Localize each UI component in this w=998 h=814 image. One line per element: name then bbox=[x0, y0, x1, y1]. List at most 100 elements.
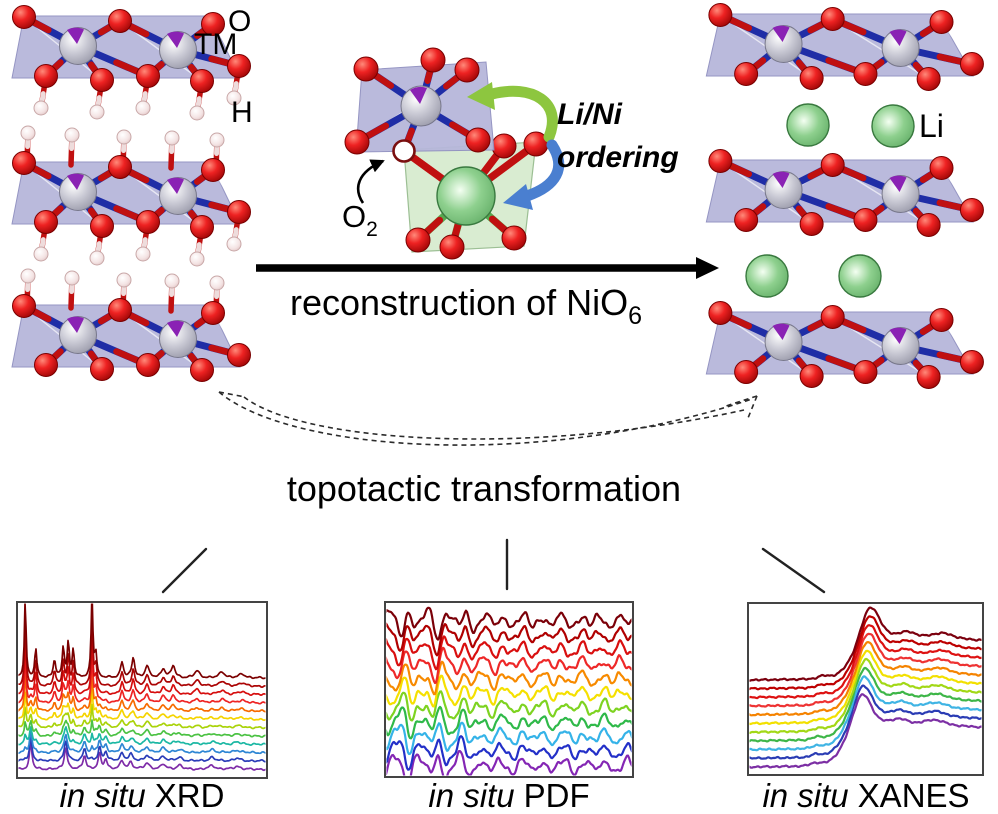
xrd-curve bbox=[18, 631, 266, 697]
oxygen-atom bbox=[108, 155, 132, 179]
tm-atom bbox=[59, 27, 97, 65]
oxygen-atom bbox=[734, 62, 759, 86]
annotations bbox=[161, 82, 826, 594]
oxygen-atom bbox=[820, 153, 845, 177]
oxygen-atom bbox=[929, 308, 954, 332]
xrd-curve bbox=[18, 725, 266, 746]
oxygen-atom bbox=[916, 365, 941, 389]
oxygen-atom bbox=[501, 225, 527, 251]
tm-wedge bbox=[889, 175, 907, 192]
xanes-curve bbox=[749, 606, 982, 682]
oxygen-atom bbox=[201, 301, 225, 325]
o2-arrow bbox=[357, 159, 385, 204]
lithium-layer bbox=[745, 103, 915, 298]
tm-wedge bbox=[67, 173, 84, 190]
oxygen-atom bbox=[454, 57, 480, 83]
oxygen-atom bbox=[108, 298, 132, 322]
oxygen-atom bbox=[108, 9, 132, 33]
xrd-curve bbox=[18, 668, 266, 713]
pdf-curve bbox=[386, 660, 632, 696]
tm-wedge bbox=[410, 86, 427, 104]
tm-octahedron bbox=[344, 47, 495, 155]
oxygen-atom bbox=[90, 357, 114, 381]
oxygen-atom bbox=[820, 305, 845, 329]
xanes-curve bbox=[749, 641, 982, 717]
xanes-connector-line bbox=[761, 547, 826, 594]
tm-wedge bbox=[167, 177, 184, 194]
pdf-curve bbox=[386, 735, 632, 771]
oxygen-atom bbox=[12, 5, 36, 29]
tm-atom bbox=[159, 31, 197, 69]
tm-atom bbox=[764, 25, 803, 63]
tm-atom-label: TM bbox=[194, 28, 237, 61]
hydrogen-atom bbox=[20, 125, 36, 141]
pdf-curve bbox=[386, 674, 632, 708]
green-arrowhead-icon bbox=[467, 82, 495, 110]
topotactic-arrow-tail bbox=[218, 391, 246, 398]
xrd-connector-line bbox=[161, 547, 208, 594]
xanes-curves bbox=[749, 606, 982, 769]
oxygen-atom bbox=[34, 64, 58, 88]
li-octahedron bbox=[400, 131, 549, 260]
oxygen-atom bbox=[799, 364, 824, 388]
pdf-curve bbox=[386, 635, 632, 671]
li-ni-swap-arrow-green bbox=[486, 85, 558, 143]
tm-atom bbox=[881, 327, 920, 365]
oxygen-atom bbox=[929, 156, 954, 180]
pdf-panel bbox=[384, 601, 634, 778]
oxygen-atom bbox=[90, 214, 114, 238]
xrd-curve bbox=[18, 611, 266, 689]
oxygen-atom bbox=[799, 66, 824, 90]
tm-wedge bbox=[889, 327, 907, 344]
pdf-panel-caption: in situ PDF bbox=[428, 777, 589, 814]
xrd-curves bbox=[18, 603, 266, 772]
tm-atom bbox=[764, 171, 803, 209]
hydrogen-atom bbox=[33, 100, 49, 116]
topotactic-arrowhead-icon bbox=[725, 395, 758, 419]
oxygen-atom bbox=[190, 69, 214, 93]
xanes-curve bbox=[749, 657, 982, 734]
tm-wedge bbox=[167, 31, 184, 48]
oxygen-atom bbox=[959, 350, 984, 374]
oxygen-atom bbox=[190, 215, 214, 239]
pdf-curve bbox=[386, 750, 632, 776]
pdf-curve bbox=[386, 646, 632, 685]
hydrogen-atom bbox=[209, 132, 225, 148]
oxygen-atom bbox=[90, 68, 114, 92]
octahedra-slab bbox=[705, 149, 984, 237]
reaction-arrow-label: reconstruction of NiO6 bbox=[290, 282, 642, 330]
oxygen-atom bbox=[708, 301, 733, 325]
released-oxygen-site bbox=[392, 139, 416, 163]
xrd-curve bbox=[18, 703, 266, 730]
oxygen-atom bbox=[708, 3, 733, 27]
xanes-curve bbox=[749, 615, 982, 691]
xanes-curve bbox=[749, 649, 982, 726]
topotactic-transformation-label: topotactic transformation bbox=[287, 468, 681, 509]
lithium-atom bbox=[786, 103, 830, 147]
hydrogen-atom bbox=[64, 127, 80, 143]
hydrogen-atom bbox=[226, 236, 242, 252]
hydrogen-atom bbox=[116, 272, 132, 288]
oxygen-atom bbox=[959, 198, 984, 222]
octahedra-slab bbox=[705, 301, 984, 389]
oxygen-atom bbox=[136, 353, 160, 377]
xrd-curve bbox=[18, 650, 266, 705]
oxygen-atom bbox=[916, 213, 941, 237]
oxygen-atom bbox=[734, 208, 759, 232]
li-ni-central-atom bbox=[436, 166, 496, 226]
hydrogen-atom bbox=[135, 100, 151, 116]
tm-atom bbox=[764, 323, 803, 361]
tm-wedge bbox=[772, 171, 790, 188]
figure-labels: O TM H Li O2 Li/Ni ordering reconstructi… bbox=[60, 5, 970, 814]
tm-atom bbox=[159, 177, 197, 215]
hydrogen-atom bbox=[189, 251, 205, 267]
pdf-curve bbox=[386, 622, 632, 657]
tm-wedge bbox=[772, 25, 790, 42]
lithium-atom bbox=[745, 254, 789, 298]
oxygen-atom bbox=[227, 343, 251, 367]
octahedra-slab bbox=[705, 3, 984, 91]
octahedra-slab bbox=[11, 5, 251, 121]
oxygen-atom bbox=[820, 7, 845, 31]
topotactic-arrow-inner bbox=[243, 396, 745, 440]
